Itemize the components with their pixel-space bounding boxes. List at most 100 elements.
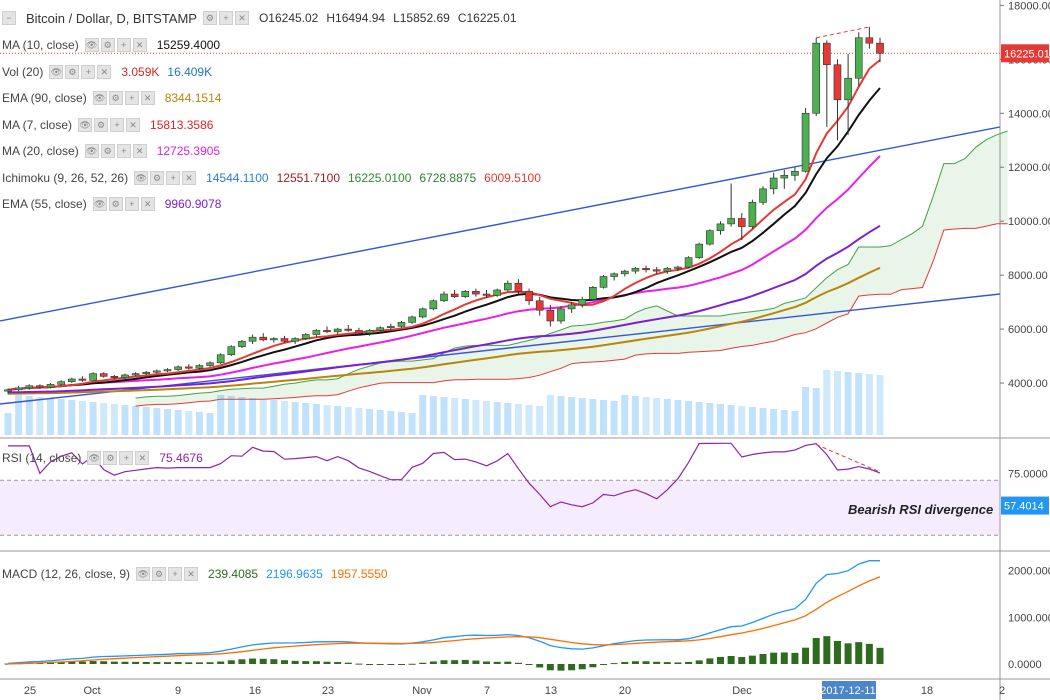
x-tick-label: 2 [999,685,1005,697]
rsi-name: RSI (14, close) [2,451,82,465]
rsi-value-label: 57.4014 [1004,501,1044,513]
indicator-toolbar[interactable]: 👁 ⚙ + ✕ [49,64,113,79]
candle-body [716,223,725,231]
rsi-value: 75.4676 [159,451,203,465]
indicator-value: 3.059K [121,64,160,79]
macd-histogram-bar [663,662,671,664]
rsi-toolbar[interactable]: 👁 ⚙ + ✕ [87,451,151,465]
macd-histogram-bar [653,661,661,664]
x-tick-label: 25 [24,685,36,697]
candle-body [482,293,491,296]
collapse-icon[interactable]: − [2,11,18,25]
volume-bar [36,397,44,435]
macd-histogram-bar [408,663,416,665]
macd-histogram-bar [823,636,831,664]
candle-body [684,257,693,268]
candle-body [663,268,672,272]
volume-bar [142,407,150,435]
indicator-legend-row: EMA (90, close) 👁 ⚙ + ✕ 8344.1514 [2,89,229,107]
volume-bar [291,402,299,435]
volume-bar [536,406,544,435]
macd-histogram-bar [100,661,108,664]
volume-bar [621,395,629,435]
macd-histogram-bar [504,661,512,664]
volume-bar [249,398,257,435]
macd-histogram-bar [419,662,427,664]
candle-body [589,286,597,300]
macd-tick-label: 1000.0000 [1008,612,1050,624]
volume-bar [302,403,310,435]
candle-body [14,387,23,391]
macd-legend: MACD (12, 26, close, 9) 👁 ⚙ + ✕ 239.4085 219… [2,565,396,583]
legend-toolbar[interactable]: ⚙ + ✕ [202,11,251,25]
x-tick-label: 9 [175,685,181,697]
macd-histogram-bar [89,661,97,664]
macd-histogram-bar [344,662,352,664]
volume-bar [557,396,565,435]
price-tick-label: 12000.00 [1008,162,1050,174]
price-divergence-line [816,26,870,39]
indicator-value: 16225.0100 [348,170,412,185]
volume-bar [546,395,554,435]
volume-bar [876,375,884,435]
candle-body [238,340,246,347]
macd-histogram-bar [865,643,873,664]
macd-histogram-bar [844,643,852,664]
indicator-toolbar[interactable]: 👁 ⚙ + ✕ [92,91,157,105]
macd-histogram-bar [429,661,437,664]
symbol-legend: − Bitcoin / Dollar, D, BITSTAMP ⚙ + ✕ O162… [2,9,525,27]
indicator-toolbar[interactable]: 👁 ⚙ + ✕ [84,38,149,52]
macd-tick-label: 2000.0000 [1008,566,1050,578]
volume-bar [791,411,799,435]
macd-toolbar[interactable]: 👁 ⚙ + ✕ [136,567,200,581]
symbol-title: Bitcoin / Dollar, D, BITSTAMP [26,10,197,26]
candle-body [291,338,299,342]
macd-histogram-bar [631,661,639,664]
volume-bar [78,401,86,435]
candle-body [823,42,831,66]
indicator-toolbar[interactable]: 👁 ⚙ + ✕ [84,144,149,158]
macd-histogram-bar [610,663,618,665]
volume-bar [174,410,182,435]
candle-body [525,291,533,302]
macd-histogram-bar [472,660,480,664]
volume-bar [727,405,735,435]
macd-histogram-bar [568,664,576,671]
macd-histogram-bar [674,662,682,664]
volume-bar [653,398,661,435]
volume-bar [68,400,76,435]
macd-histogram-bar [493,661,501,664]
macd-histogram-bar [366,664,374,665]
volume-bar [206,413,214,435]
volume-bar [706,403,714,435]
volume-bar [472,400,480,435]
candlesticks [4,26,884,394]
indicator-toolbar[interactable]: 👁 ⚙ + ✕ [92,197,157,211]
candle-body [142,371,151,374]
macd-histogram-bar [227,660,235,664]
low-value: L15852.69 [393,11,450,25]
candle-body [578,299,587,306]
candle-body [216,354,225,364]
rsi-band [0,480,1000,536]
indicator-toolbar[interactable]: 👁 ⚙ + ✕ [78,117,142,132]
x-tick-label: 2017-12-11 [820,685,875,697]
indicator-toolbar[interactable]: 👁 ⚙ + ✕ [134,170,198,185]
macd-histogram-bar [759,654,767,664]
volume-bar [855,373,863,435]
volume-bar [121,405,129,435]
candle-body [791,170,799,176]
volume-bar [802,387,810,435]
macd-histogram-bar [536,664,544,668]
indicator-legend-row: MA (20, close) 👁 ⚙ + ✕ 12725.3905 [2,142,228,160]
volume-bar [461,399,469,435]
ma-10-line [7,87,881,391]
candle-body [418,308,427,318]
macd-histogram-bar [483,661,491,664]
volume-bar [631,396,639,435]
candle-body [493,289,501,296]
volume-bar [419,395,427,435]
ichimoku-cloud [135,130,1008,407]
macd-histogram-bar [238,659,246,664]
